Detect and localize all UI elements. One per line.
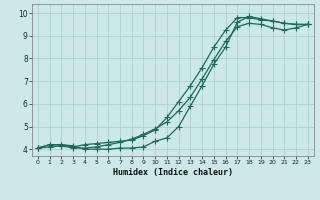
X-axis label: Humidex (Indice chaleur): Humidex (Indice chaleur) [113, 168, 233, 177]
